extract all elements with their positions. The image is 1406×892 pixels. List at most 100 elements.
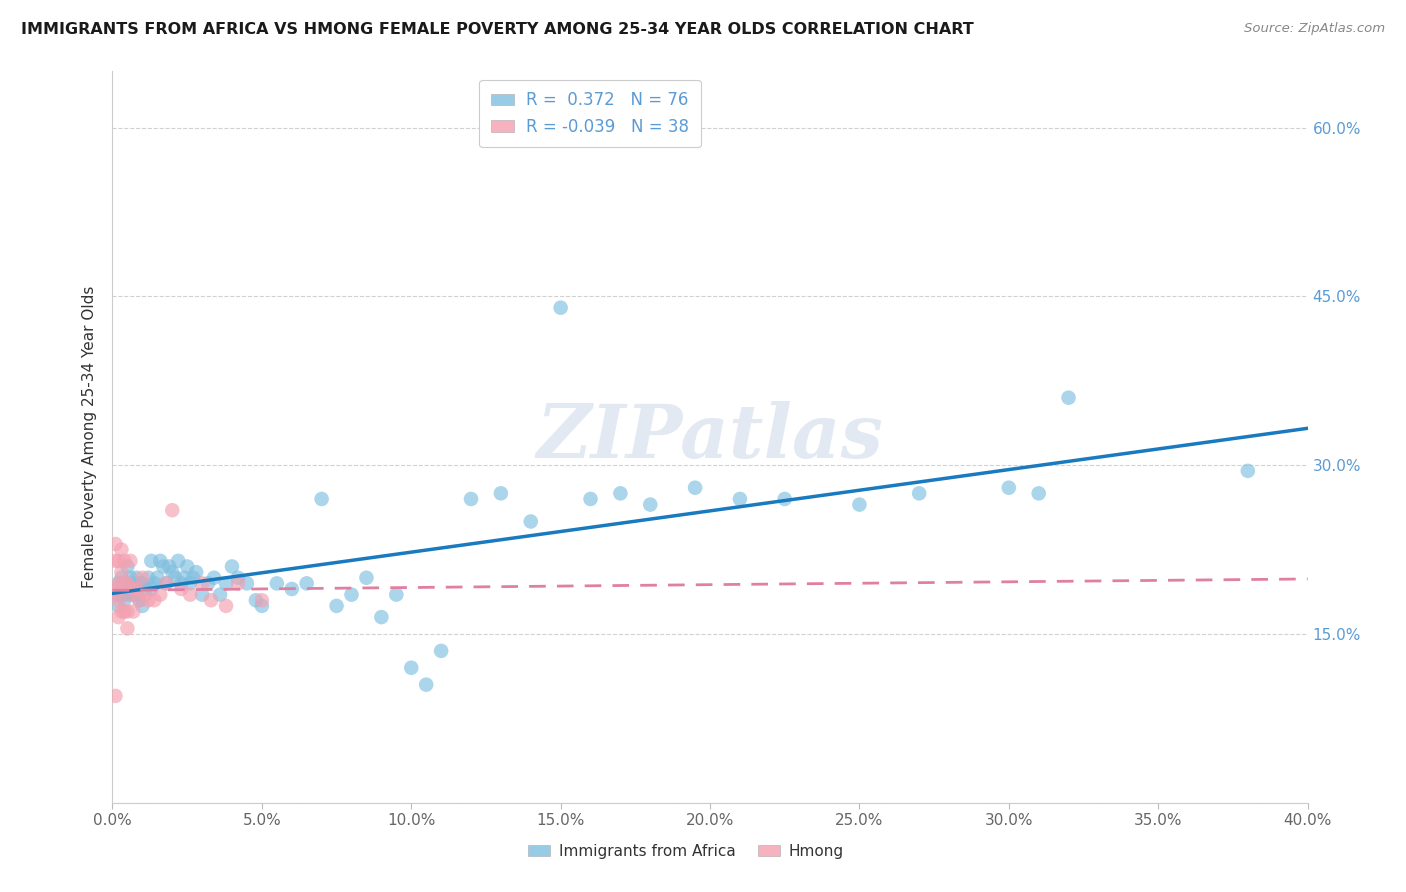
- Point: [114, 576, 135, 591]
- Point: [120, 554, 142, 568]
- Point: [107, 576, 129, 591]
- Point: [179, 576, 201, 591]
- Point: [215, 576, 238, 591]
- Point: [125, 571, 148, 585]
- Point: [131, 571, 153, 585]
- Point: [146, 571, 169, 585]
- Point: [117, 605, 139, 619]
- Point: [107, 599, 129, 613]
- Point: [120, 588, 142, 602]
- Point: [114, 576, 135, 591]
- Point: [640, 498, 662, 512]
- Point: [186, 565, 208, 579]
- Point: [609, 486, 631, 500]
- Point: [162, 565, 183, 579]
- Point: [401, 661, 423, 675]
- Point: [460, 491, 482, 506]
- Point: [236, 576, 259, 591]
- Point: [908, 486, 931, 500]
- Point: [295, 576, 318, 591]
- Point: [170, 576, 193, 591]
- Point: [131, 599, 153, 613]
- Point: [107, 576, 129, 591]
- Point: [128, 593, 150, 607]
- Point: [325, 599, 347, 613]
- Point: [107, 610, 129, 624]
- Point: [117, 588, 139, 602]
- Point: [250, 599, 273, 613]
- Point: [110, 605, 132, 619]
- Point: [191, 576, 214, 591]
- Point: [114, 605, 135, 619]
- Point: [340, 588, 363, 602]
- Point: [245, 593, 267, 607]
- Point: [110, 565, 132, 579]
- Point: [226, 571, 249, 585]
- Point: [114, 593, 135, 607]
- Text: ZIPatlas: ZIPatlas: [537, 401, 883, 474]
- Point: [122, 582, 145, 596]
- Point: [266, 576, 288, 591]
- Point: [1237, 464, 1260, 478]
- Point: [125, 588, 148, 602]
- Point: [197, 576, 219, 591]
- Point: [370, 610, 392, 624]
- Point: [385, 588, 408, 602]
- Legend: Immigrants from Africa, Hmong: Immigrants from Africa, Hmong: [522, 838, 851, 864]
- Point: [176, 559, 198, 574]
- Point: [134, 588, 156, 602]
- Point: [550, 301, 572, 315]
- Point: [173, 571, 195, 585]
- Point: [104, 537, 127, 551]
- Point: [117, 621, 139, 635]
- Point: [170, 582, 193, 596]
- Point: [250, 593, 273, 607]
- Point: [209, 588, 232, 602]
- Point: [125, 582, 148, 596]
- Point: [138, 571, 160, 585]
- Y-axis label: Female Poverty Among 25-34 Year Olds: Female Poverty Among 25-34 Year Olds: [82, 286, 97, 588]
- Point: [998, 481, 1021, 495]
- Point: [120, 571, 142, 585]
- Point: [110, 588, 132, 602]
- Point: [149, 554, 172, 568]
- Point: [221, 559, 243, 574]
- Point: [152, 559, 174, 574]
- Point: [683, 481, 706, 495]
- Point: [181, 571, 204, 585]
- Point: [155, 576, 177, 591]
- Point: [104, 689, 127, 703]
- Point: [128, 593, 150, 607]
- Point: [122, 605, 145, 619]
- Point: [200, 593, 222, 607]
- Point: [104, 582, 127, 596]
- Point: [117, 576, 139, 591]
- Text: IMMIGRANTS FROM AFRICA VS HMONG FEMALE POVERTY AMONG 25-34 YEAR OLDS CORRELATION: IMMIGRANTS FROM AFRICA VS HMONG FEMALE P…: [21, 22, 974, 37]
- Point: [122, 588, 145, 602]
- Point: [141, 554, 163, 568]
- Point: [226, 576, 249, 591]
- Point: [311, 491, 333, 506]
- Point: [728, 491, 751, 506]
- Point: [141, 582, 163, 596]
- Point: [110, 571, 132, 585]
- Point: [107, 593, 129, 607]
- Point: [1028, 486, 1050, 500]
- Point: [149, 588, 172, 602]
- Point: [143, 576, 166, 591]
- Point: [114, 554, 135, 568]
- Point: [104, 588, 127, 602]
- Point: [143, 593, 166, 607]
- Point: [202, 571, 225, 585]
- Point: [104, 588, 127, 602]
- Point: [131, 576, 153, 591]
- Point: [138, 593, 160, 607]
- Point: [848, 498, 870, 512]
- Point: [489, 486, 512, 500]
- Point: [430, 644, 453, 658]
- Point: [155, 576, 177, 591]
- Point: [415, 678, 437, 692]
- Point: [1057, 391, 1080, 405]
- Point: [281, 582, 304, 596]
- Point: [104, 554, 127, 568]
